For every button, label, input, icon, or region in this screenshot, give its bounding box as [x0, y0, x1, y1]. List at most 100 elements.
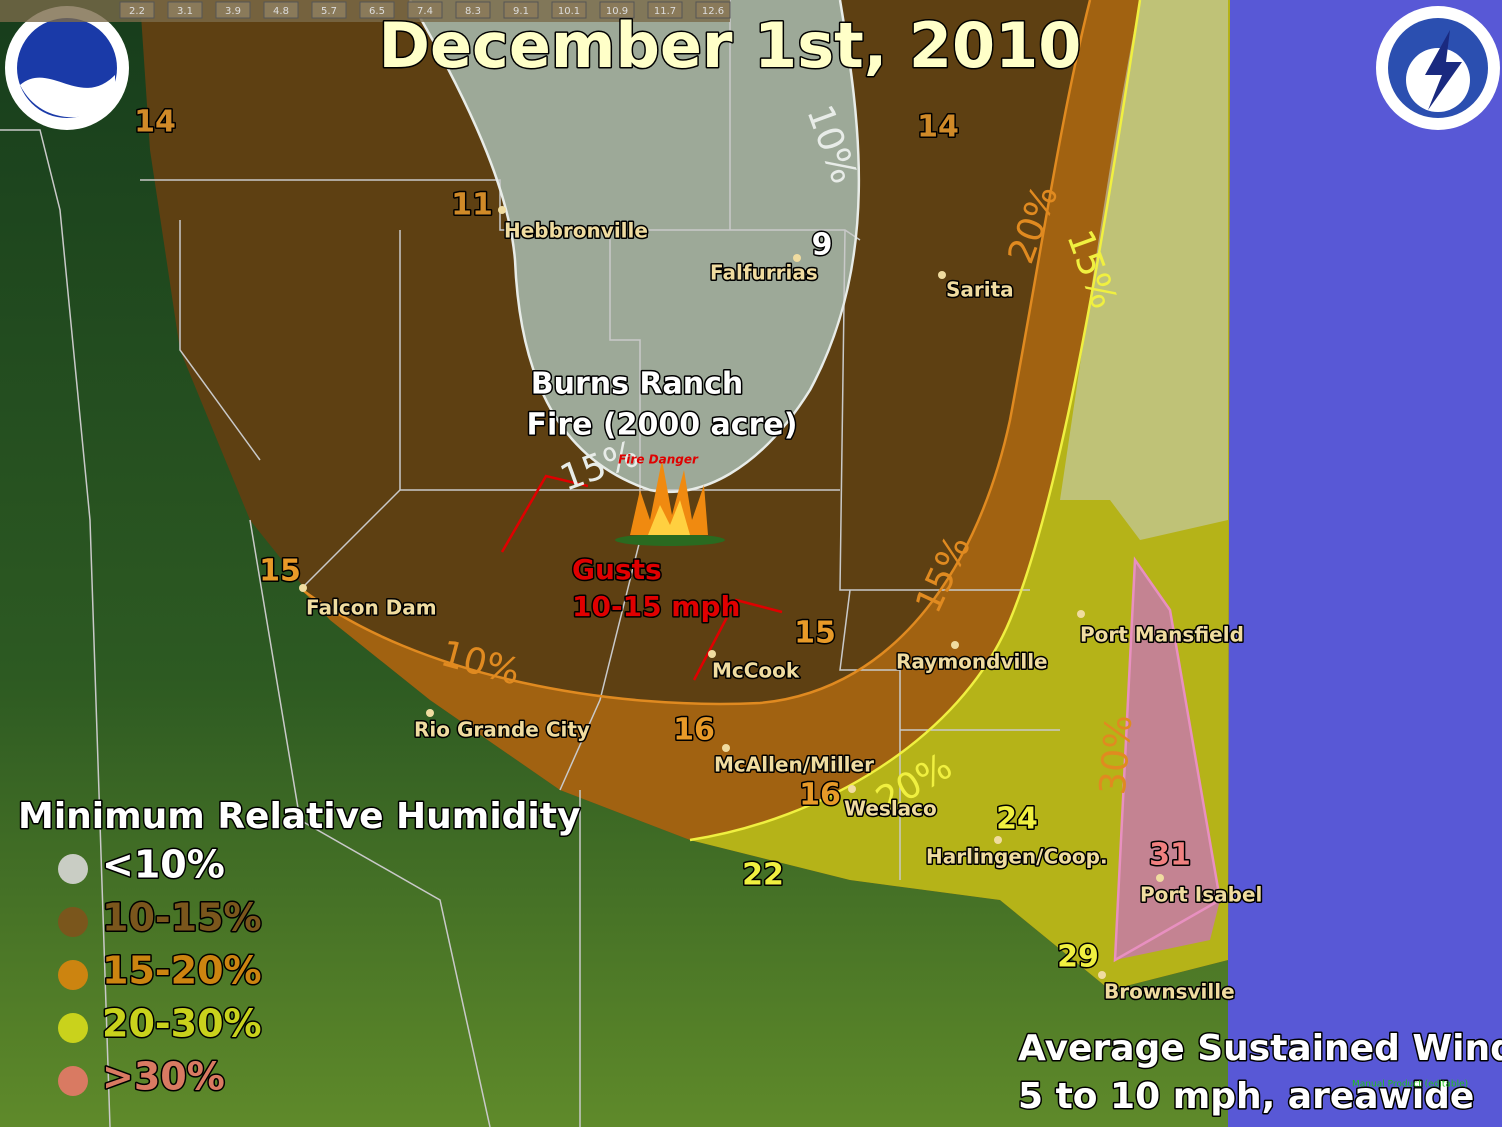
legend-swatch [58, 907, 88, 937]
scale-label: 11.7 [654, 6, 676, 17]
city-dot [1098, 971, 1106, 979]
rh-value: 16 [673, 713, 715, 748]
rh-value: 14 [134, 105, 176, 140]
county-line [179, 220, 491, 1127]
gusts-text: 10-15 mph [572, 590, 740, 623]
legend-swatch [58, 960, 88, 990]
legend-swatch [58, 1013, 88, 1043]
county-line [729, 0, 1030, 591]
scale-cell [503, 1, 539, 19]
fire-icon [615, 460, 725, 546]
scale-cell [263, 1, 299, 19]
city-label: Sarita [946, 278, 1014, 302]
city-label: Hebbronville [504, 219, 648, 243]
city-label: McAllen/Miller [714, 753, 874, 777]
legend-swatch [58, 854, 88, 884]
nws-logo [1376, 6, 1500, 130]
city-dot [994, 836, 1002, 844]
rh-value: 11 [451, 188, 493, 223]
contour-30 [1113, 556, 1222, 963]
rh-value: 15 [259, 554, 301, 589]
coastal-band [1060, 0, 1228, 540]
scale-label: 7.4 [417, 6, 433, 17]
scale-label: 3.1 [177, 6, 193, 17]
scale-label: 12.6 [702, 6, 724, 17]
city-dot [848, 785, 856, 793]
scale-cell [455, 1, 491, 19]
rh-value: 22 [742, 858, 784, 893]
city-label: Falfurrias [710, 261, 818, 285]
scale-cell [407, 1, 443, 19]
city-dot [951, 641, 959, 649]
scale-cell [119, 1, 155, 19]
city-dot [708, 650, 716, 658]
city-dot [938, 271, 946, 279]
scale-cell [551, 1, 587, 19]
contour-15 [299, 0, 1092, 706]
legend-title: Minimum Relative Humidity [18, 796, 580, 837]
city-dot [793, 254, 801, 262]
rh-value: 29 [1057, 940, 1099, 975]
scale-cell [215, 1, 251, 19]
rh-under-10-region [410, 0, 859, 492]
rh-value: 24 [996, 802, 1038, 837]
contour-label: 30% [1093, 713, 1141, 796]
county-line [559, 230, 641, 791]
scale-cell [359, 1, 395, 19]
legend-label: 10-15% [102, 896, 262, 940]
legend-label: 20-30% [102, 1002, 262, 1046]
scale-label: 9.1 [513, 6, 529, 17]
wind-barb [500, 474, 589, 553]
city-dot [426, 709, 434, 717]
scale-label: 4.8 [273, 6, 289, 17]
city-label: Harlingen/Coop. [926, 845, 1108, 869]
fire-flame [630, 460, 708, 535]
city-label: Brownsville [1104, 980, 1235, 1004]
legend-label: 15-20% [102, 949, 262, 993]
rh-value: 15 [794, 616, 836, 651]
scale-label: 10.9 [606, 6, 628, 17]
scale-cell [167, 1, 203, 19]
scale-label: 5.7 [321, 6, 337, 17]
legend-label: <10% [102, 843, 225, 887]
city-dot [722, 744, 730, 752]
county-line [839, 589, 1060, 880]
fire-icon-text: Fire Danger [618, 453, 699, 467]
fire-name: Burns Ranch [531, 367, 744, 402]
fire-base [615, 534, 725, 546]
scale-label: 10.1 [558, 6, 580, 17]
rh-value: 16 [799, 778, 841, 813]
city-dot [299, 584, 307, 592]
wind-barbs [500, 474, 783, 681]
county-line [299, 489, 581, 1127]
scale-label: 3.9 [225, 6, 241, 17]
wind-title: Average Sustained Wind: [1018, 1028, 1502, 1069]
map-title: December 1st, 2010 [379, 9, 1082, 82]
noaa-logo [5, 6, 129, 130]
scale-cell [599, 1, 635, 19]
city-dot [1077, 610, 1085, 618]
scale-cell [311, 1, 347, 19]
wind-text: 5 to 10 mph, areawide [1018, 1076, 1474, 1117]
scale-cell [647, 1, 683, 19]
logo-bird [20, 75, 115, 118]
contour-lines [299, 0, 1222, 963]
city-label: Falcon Dam [306, 596, 437, 620]
ocean [1228, 0, 1502, 1127]
county-line [0, 129, 111, 1127]
rh-value: 9 [812, 228, 833, 263]
county-line [140, 179, 861, 241]
rh-value: 14 [917, 110, 959, 145]
rh-over-30-region [1115, 560, 1220, 960]
scale-label: 6.5 [369, 6, 385, 17]
fire-flame-core [648, 500, 690, 535]
city-label: McCook [712, 659, 800, 683]
wind-barb [692, 598, 783, 681]
city-dot [498, 206, 506, 214]
city-label: Port Isabel [1140, 883, 1262, 907]
city-label: Raymondville [896, 650, 1048, 674]
legend-swatch [58, 1066, 88, 1096]
fire-size: Fire (2000 acre) [527, 408, 798, 443]
